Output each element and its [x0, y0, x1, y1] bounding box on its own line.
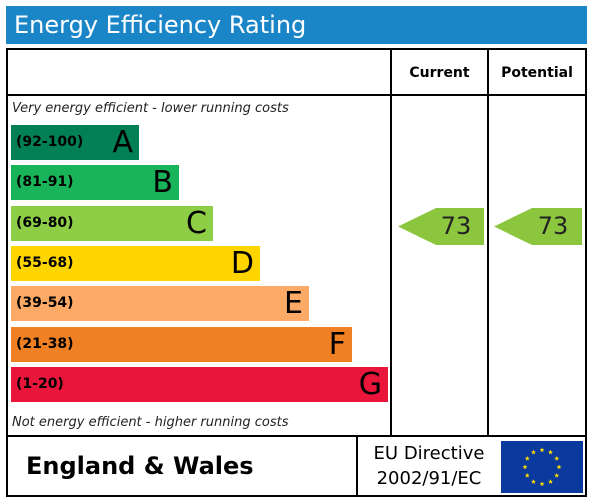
eu-star-icon — [548, 449, 553, 455]
footer: England & Wales EU Directive 2002/91/EC — [6, 435, 587, 497]
eu-star-icon — [539, 447, 545, 453]
band-f: (21-38) F — [11, 326, 352, 362]
eu-star-icon — [524, 455, 530, 461]
rating-chart: Current Potential Very energy efficient … — [6, 48, 587, 437]
current-rating-value: 73 — [440, 212, 472, 240]
band-b: (81-91) B — [11, 165, 179, 201]
page-title: Energy Efficiency Rating — [6, 6, 587, 44]
current-column-header: Current — [409, 65, 470, 81]
footer-divider — [356, 437, 358, 495]
band-g: (1-20) G — [11, 366, 388, 402]
eu-directive: EU Directive 2002/91/EC — [360, 441, 498, 491]
efficient-note: Very energy efficient - lower running co… — [12, 101, 289, 116]
header-divider — [8, 94, 585, 96]
band-letter: F — [328, 326, 346, 362]
region-label: England & Wales — [26, 452, 254, 480]
eu-star-icon — [548, 479, 553, 484]
band-letter: D — [230, 245, 254, 281]
potential-column-header: Potential — [501, 65, 573, 81]
band-range: (39-54) — [16, 295, 74, 312]
band-letter: G — [358, 366, 382, 402]
band-c: (69-80) C — [11, 205, 213, 241]
band-range: (21-38) — [16, 335, 74, 352]
band-e: (39-54) E — [11, 286, 309, 322]
eu-star-icon — [539, 481, 545, 487]
eu-star-icon — [554, 455, 560, 461]
eu-star-icon — [524, 472, 530, 478]
eu-star-icon — [522, 464, 528, 470]
band-range: (1-20) — [16, 375, 64, 392]
directive-line-1: EU Directive — [373, 443, 485, 464]
eu-star-icon — [531, 449, 536, 455]
band-range: (69-80) — [16, 214, 74, 231]
potential-column-divider — [487, 50, 489, 435]
directive-line-2: 2002/91/EC — [376, 468, 482, 489]
band-letter: E — [284, 286, 303, 322]
eu-star-icon — [556, 464, 562, 470]
band-range: (81-91) — [16, 174, 74, 191]
band-letter: A — [112, 125, 133, 160]
band-letter: C — [186, 205, 207, 241]
potential-rating-arrow: 73 — [494, 208, 582, 245]
band-d: (55-68) D — [11, 245, 260, 281]
band-letter: B — [152, 165, 173, 201]
current-column-divider — [390, 50, 392, 435]
inefficient-note: Not energy efficient - higher running co… — [12, 415, 289, 430]
potential-rating-value: 73 — [537, 212, 569, 240]
eu-flag-icon — [501, 441, 583, 493]
band-range: (92-100) — [16, 134, 84, 150]
eu-stars — [522, 447, 562, 487]
band-range: (55-68) — [16, 254, 74, 271]
band-a: (92-100) A — [11, 125, 139, 160]
eu-star-icon — [554, 472, 560, 478]
eu-star-icon — [531, 479, 536, 484]
current-rating-arrow: 73 — [398, 208, 484, 245]
